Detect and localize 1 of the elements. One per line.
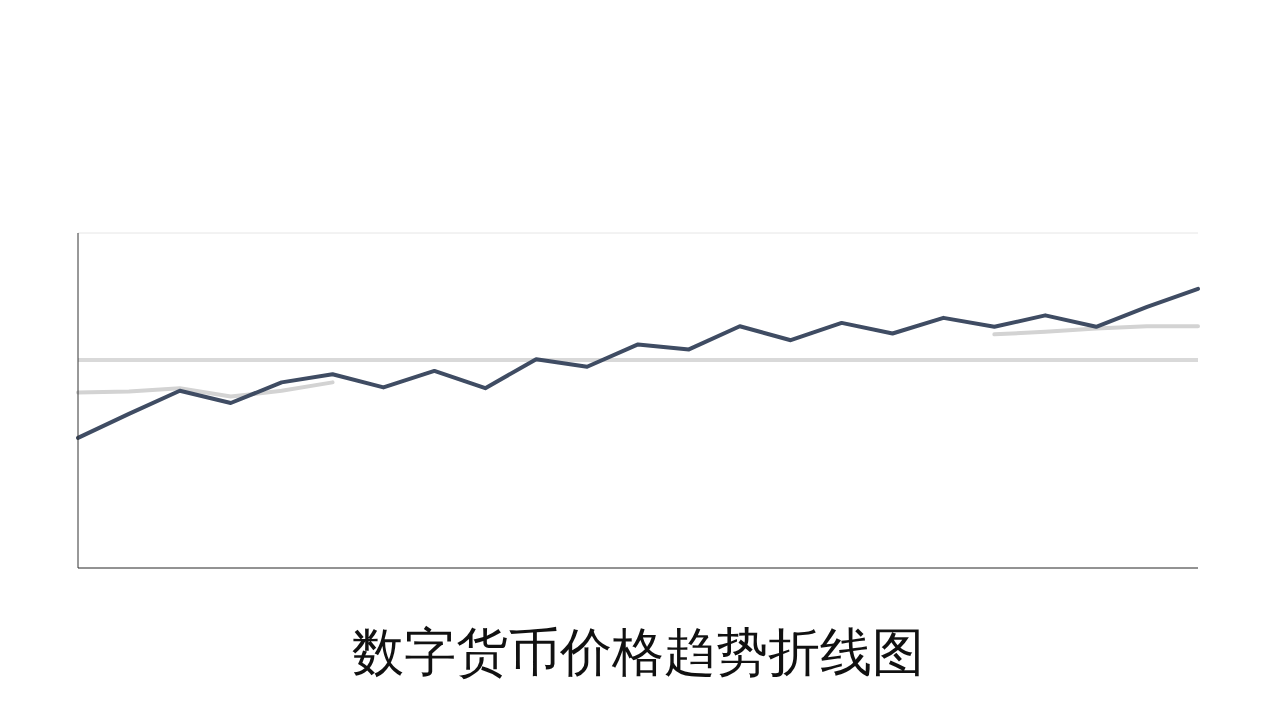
text: 数字货币价格趋势折线图	[351, 621, 925, 684]
